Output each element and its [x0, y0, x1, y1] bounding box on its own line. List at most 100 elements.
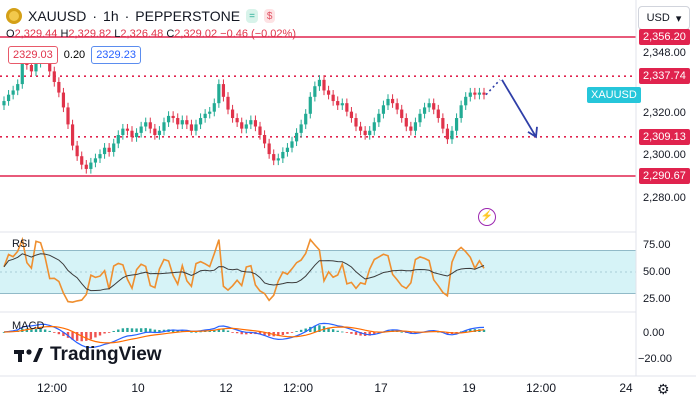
level-price-tag: 2,356.20	[639, 29, 690, 45]
candle-body	[48, 58, 52, 72]
dollar-chip-icon[interactable]: $	[263, 9, 276, 23]
macd-histogram-bar	[98, 332, 102, 336]
candle-body	[194, 124, 198, 131]
candle-body	[61, 92, 66, 108]
candle-body	[413, 122, 418, 131]
macd-histogram-bar	[373, 332, 376, 335]
equal-chip-icon[interactable]: =	[246, 9, 258, 23]
macd-histogram-bar	[103, 332, 106, 334]
candle-body	[11, 90, 15, 95]
candle-body	[176, 118, 180, 125]
rsi-pane	[0, 236, 636, 304]
candle-body	[162, 122, 166, 131]
price-levels	[0, 36, 636, 177]
candle-body	[267, 143, 271, 155]
macd-histogram-bar	[318, 325, 321, 332]
candle-body	[102, 147, 107, 155]
candle-body	[240, 122, 244, 129]
candle-body	[116, 134, 120, 144]
macd-histogram-bar	[482, 329, 486, 332]
candle-body	[189, 124, 194, 131]
macd-histogram-bar	[75, 332, 79, 341]
candle-body	[368, 130, 372, 135]
buy-price-button[interactable]: 2329.23	[91, 46, 141, 64]
macd-histogram-bar	[331, 329, 335, 332]
candle-body	[171, 115, 175, 119]
macd-histogram-bar	[226, 330, 230, 332]
candle-body	[290, 141, 294, 148]
trade-prices: 2329.03 0.20 2329.23	[8, 46, 141, 64]
candle-body	[308, 96, 312, 114]
time-tick: 19	[462, 381, 476, 395]
ohlc-readout: O2,329.44 H2,329.82 L2,326.48 C2,329.02 …	[6, 28, 296, 40]
macd-histogram-bar	[112, 330, 115, 332]
axes-lines	[0, 0, 696, 377]
symbol-name: XAUUSD	[28, 8, 87, 24]
macd-histogram-bar	[313, 325, 317, 332]
candle-body	[203, 113, 207, 119]
candle-body	[285, 147, 290, 152]
rsi-ma-line	[3, 253, 485, 292]
macd-histogram-bar	[263, 332, 266, 336]
rsi-tick: 50.00	[643, 266, 671, 278]
macd-histogram-bar	[199, 331, 202, 333]
lightning-icon[interactable]: ⚡	[478, 208, 496, 226]
macd-histogram-bar	[34, 329, 38, 332]
candle-body	[422, 107, 427, 114]
price-tick: 2,280.00	[643, 191, 686, 204]
candle-body	[226, 96, 230, 110]
candle-body	[276, 158, 280, 161]
macd-histogram-bar	[94, 332, 97, 338]
time-tick: 12:00	[282, 381, 314, 395]
rsi-title: RSI	[12, 238, 31, 250]
candle-body	[459, 105, 463, 119]
candle-body	[468, 92, 472, 97]
macd-histogram-bar	[130, 328, 134, 332]
macd-histogram-bar	[354, 332, 358, 335]
candle-body	[75, 145, 79, 157]
candle-body	[112, 143, 116, 152]
macd-histogram-bar	[176, 330, 179, 332]
macd-tick: −20.00	[638, 353, 672, 365]
macd-histogram-bar	[135, 328, 138, 332]
sell-price-button[interactable]: 2329.03	[8, 46, 58, 64]
candle-body	[134, 132, 139, 138]
candle-body	[34, 62, 38, 72]
time-tick: 17	[374, 381, 388, 395]
symbol-header[interactable]: XAUUSD · 1h · PEPPERSTONE = $	[6, 4, 276, 28]
macd-histogram-bar	[437, 331, 440, 333]
macd-histogram-bar	[39, 329, 42, 332]
macd-histogram-bar	[400, 331, 403, 333]
time-tick: 12	[219, 381, 233, 395]
gear-icon[interactable]: ⚙	[657, 381, 670, 397]
level-price-tag: 2,337.74	[639, 68, 690, 85]
candle-body	[404, 118, 408, 127]
macd-histogram-bar	[217, 328, 221, 332]
candle-body	[208, 111, 212, 114]
macd-histogram-bar	[89, 332, 93, 340]
macd-histogram-bar	[336, 330, 339, 332]
currency-selector[interactable]: USD ▾	[638, 6, 690, 30]
macd-histogram-bar	[258, 332, 262, 335]
macd-histogram-bar	[213, 330, 216, 332]
candle-body	[70, 124, 75, 146]
macd-histogram-bar	[71, 332, 74, 340]
candle-body	[148, 122, 152, 129]
macd-histogram-bar	[153, 329, 157, 332]
time-tick: 12:00	[525, 381, 557, 395]
macd-histogram-bar	[53, 332, 56, 333]
candle-body	[258, 126, 262, 135]
candle-body	[52, 71, 56, 82]
macd-histogram-bar	[327, 327, 330, 332]
macd-histogram-bar	[295, 331, 298, 332]
candle-body	[244, 124, 248, 129]
candle-body	[390, 98, 395, 104]
candle-body	[336, 101, 340, 106]
spread-value: 0.20	[63, 49, 86, 61]
macd-histogram-bar	[190, 331, 193, 333]
macd-histogram-bar	[281, 332, 285, 336]
macd-histogram-bar	[368, 332, 371, 336]
candle-body	[418, 113, 422, 123]
candle-body	[235, 118, 239, 123]
